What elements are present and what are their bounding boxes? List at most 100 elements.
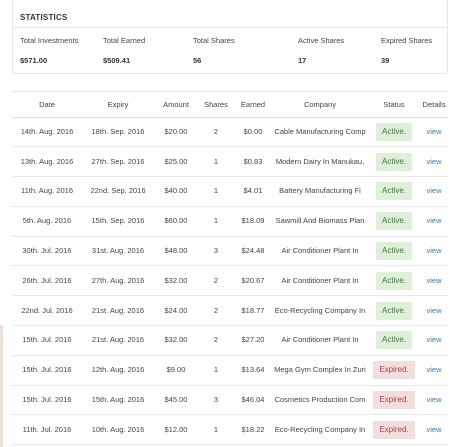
row-details-cell: view — [420, 176, 448, 207]
statistics-divider — [13, 27, 447, 28]
row-details-cell: view — [420, 325, 448, 356]
status-badge: Active. — [375, 122, 412, 141]
view-link[interactable]: view — [426, 395, 442, 405]
status-badge: Active. — [375, 301, 412, 320]
header-amount: Amount — [154, 92, 198, 118]
row-earned: $20.67 — [234, 265, 272, 297]
table-body: 14th. Aug. 2016 18th. Sep. 2016 $20.00 2 $0.… — [12, 117, 448, 446]
investments-page: STATISTICS Total Investments Total Earne… — [12, 0, 448, 447]
table-row: 5th. Aug. 2016 15th. Sep. 2016 $60.00 1 $18.… — [12, 206, 448, 237]
status-badge: Active. — [375, 271, 412, 290]
status-badge: Expired. — [373, 391, 415, 410]
row-status-cell: Active. — [368, 176, 420, 207]
row-date: 5th. Aug. 2016 — [12, 206, 82, 237]
active-shares-label: Active Shares — [298, 36, 345, 45]
table-row: 15th. Jul. 2016 12th. Aug. 2016 $9.00 1 $13.… — [12, 355, 448, 386]
row-status-cell: Active. — [368, 325, 420, 356]
left-edge-strip — [0, 325, 3, 447]
row-date: 30th. Jul. 2016 — [12, 236, 82, 267]
header-earned: Earned — [234, 92, 272, 118]
row-company: Modern Dairy In Manukau, — [272, 146, 368, 178]
total-earned-label: Total Earned — [103, 36, 146, 45]
row-date: 26th. Jul. 2016 — [12, 265, 82, 297]
row-date: 11th. Jul. 2016 — [12, 414, 82, 446]
row-company: Mega Gym Complex In Zuri — [272, 355, 368, 386]
table-row: 11th. Aug. 2016 22nd. Sep. 2016 $40.00 1 $4.… — [12, 176, 448, 207]
header-status: Status — [368, 92, 420, 118]
table-row: 15th. Jul. 2016 15th. Aug. 2016 $45.00 3 $46… — [12, 385, 448, 416]
row-shares: 1 — [198, 176, 234, 207]
status-badge: Active. — [375, 182, 412, 201]
header-company: Company — [272, 92, 368, 118]
table-row: 22nd. Jul. 2016 21st. Aug. 2016 $24.00 2 $18… — [12, 295, 448, 327]
row-date: 15th. Jul. 2016 — [12, 355, 82, 386]
view-link[interactable]: view — [426, 186, 442, 196]
row-shares: 2 — [198, 295, 234, 327]
row-earned: $4.01 — [234, 176, 272, 207]
row-expiry: 12th. Aug. 2016 — [82, 355, 154, 386]
table-row: 11th. Jul. 2016 10th. Aug. 2016 $12.00 1 $18… — [12, 414, 448, 446]
row-date: 14th. Aug. 2016 — [12, 117, 82, 148]
status-badge: Expired. — [373, 361, 415, 380]
table-row: 26th. Jul. 2016 27th. Aug. 2016 $32.00 2 $20… — [12, 265, 448, 297]
total-shares-value: 56 — [193, 56, 202, 65]
row-shares: 1 — [198, 146, 234, 178]
header-details: Details — [420, 92, 448, 118]
row-earned: $0.83 — [234, 146, 272, 178]
total-shares-label: Total Shares — [193, 36, 235, 45]
row-company: Eco-Recycling Company In — [272, 414, 368, 446]
header-shares: Shares — [198, 92, 234, 118]
row-date: 13th. Aug. 2016 — [12, 146, 82, 178]
total-investments-value: $571.00 — [20, 56, 48, 65]
row-details-cell: view — [420, 355, 448, 386]
row-amount: $48.00 — [154, 236, 198, 267]
view-link[interactable]: view — [426, 335, 442, 345]
view-link[interactable]: view — [426, 156, 442, 166]
row-amount: $45.00 — [154, 385, 198, 416]
row-expiry: 10th. Aug. 2016 — [82, 414, 154, 446]
row-details-cell: view — [420, 385, 448, 416]
row-amount: $32.00 — [154, 265, 198, 297]
statistics-title: STATISTICS — [20, 13, 68, 22]
row-company: Air Conditioner Plant In — [272, 325, 368, 356]
view-link[interactable]: view — [426, 275, 442, 285]
row-expiry: 21st. Aug. 2016 — [82, 295, 154, 327]
row-status-cell: Expired. — [368, 414, 420, 446]
view-link[interactable]: view — [426, 365, 442, 375]
row-expiry: 22nd. Sep. 2016 — [82, 176, 154, 207]
view-link[interactable]: view — [426, 305, 442, 315]
status-badge: Active. — [375, 152, 412, 171]
active-shares-value: 17 — [298, 56, 307, 65]
expired-shares-value: 39 — [381, 56, 390, 65]
row-date: 15th. Jul. 2016 — [12, 325, 82, 356]
row-shares: 2 — [198, 265, 234, 297]
row-status-cell: Active. — [368, 146, 420, 178]
status-badge: Active. — [375, 242, 412, 261]
view-link[interactable]: view — [426, 216, 442, 226]
view-link[interactable]: view — [426, 126, 442, 136]
row-status-cell: Expired. — [368, 355, 420, 386]
row-company: Sawmill And Biomass Plan — [272, 206, 368, 237]
investments-table-panel: Date Expiry Amount Shares Earned Company… — [12, 91, 448, 447]
row-earned: $13.64 — [234, 355, 272, 386]
row-amount: $32.00 — [154, 325, 198, 356]
row-earned: $18.22 — [234, 414, 272, 446]
row-earned: $24.48 — [234, 236, 272, 267]
row-expiry: 31st. Aug. 2016 — [82, 236, 154, 267]
table-row: 30th. Jul. 2016 31st. Aug. 2016 $48.00 3 $24… — [12, 236, 448, 267]
row-company: Cable Manufacturing Comp — [272, 117, 368, 148]
view-link[interactable]: view — [426, 424, 442, 434]
view-link[interactable]: view — [426, 246, 442, 256]
row-status-cell: Active. — [368, 295, 420, 327]
row-status-cell: Active. — [368, 236, 420, 267]
row-date: 11th. Aug. 2016 — [12, 176, 82, 207]
row-details-cell: view — [420, 146, 448, 178]
row-expiry: 27th. Sep. 2016 — [82, 146, 154, 178]
row-shares: 2 — [198, 325, 234, 356]
table-header-row: Date Expiry Amount Shares Earned Company… — [12, 92, 448, 118]
table-row: 15th. Jul. 2016 21st. Aug. 2016 $32.00 2 $27… — [12, 325, 448, 356]
status-badge: Active. — [375, 331, 412, 350]
row-status-cell: Active. — [368, 265, 420, 297]
status-badge: Active. — [375, 212, 412, 231]
row-shares: 3 — [198, 385, 234, 416]
